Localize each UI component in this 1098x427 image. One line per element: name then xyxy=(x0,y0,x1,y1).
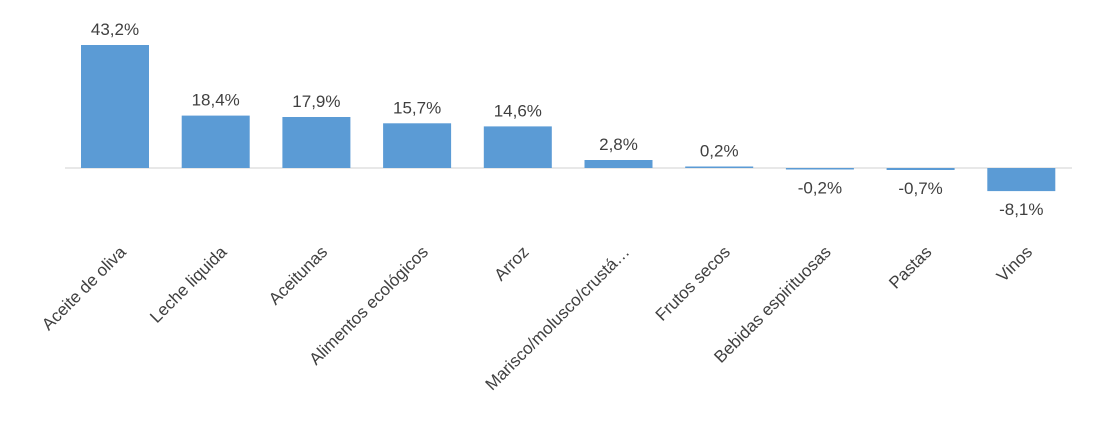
category-label-7: Bebidas espirituosas xyxy=(710,242,834,366)
bar-2 xyxy=(282,117,351,168)
data-label-5: 2,8% xyxy=(599,135,638,154)
bar-0 xyxy=(81,45,149,168)
category-labels-group: Aceite de oliva Leche liquida AceitunasAli… xyxy=(38,242,1036,394)
data-label-2: 17,9% xyxy=(292,92,340,111)
bar-6 xyxy=(685,166,754,168)
bar-5 xyxy=(584,160,653,168)
bar-1 xyxy=(181,115,250,168)
category-label-0: Aceite de oliva xyxy=(38,242,130,334)
bars-group xyxy=(81,45,1056,192)
bar-8 xyxy=(886,168,955,170)
bar-3 xyxy=(383,123,452,168)
bar-7 xyxy=(785,168,854,170)
category-label-1: Leche liquida xyxy=(146,242,231,327)
data-label-1: 18,4% xyxy=(192,91,240,110)
category-label-2: Aceitunas xyxy=(265,242,331,308)
data-label-9: -8,1% xyxy=(999,200,1043,219)
category-label-4: Arroz xyxy=(490,242,532,284)
data-label-7: -0,2% xyxy=(798,179,842,198)
bar-9 xyxy=(987,168,1056,192)
category-label-6: Frutos secos xyxy=(652,242,734,324)
data-label-4: 14,6% xyxy=(494,101,542,120)
data-label-8: -0,7% xyxy=(898,179,942,198)
data-label-6: 0,2% xyxy=(700,142,739,161)
bar-4 xyxy=(483,126,552,168)
value-labels-group: 43,2% 18,4% 17,9% 15,7% 14,6% 2,8% 0,2% -0,2% -0… xyxy=(91,20,1044,219)
data-label-3: 15,7% xyxy=(393,98,441,117)
category-label-9: Vinos xyxy=(993,242,1036,285)
category-label-8: Pastas xyxy=(885,242,935,292)
data-label-0: 43,2% xyxy=(91,20,139,39)
